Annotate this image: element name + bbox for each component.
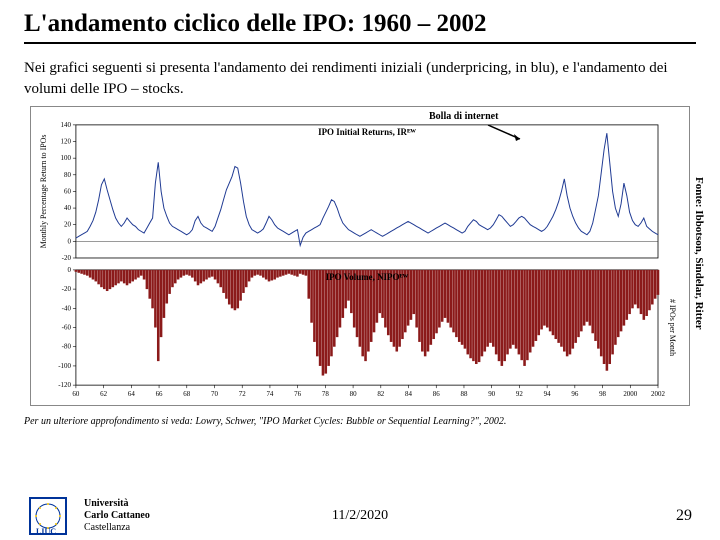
svg-text:-20: -20 [62, 254, 72, 262]
svg-text:-120: -120 [58, 381, 71, 389]
svg-text:82: 82 [377, 390, 384, 398]
footer: LIUC Università Carlo Cattaneo Castellan… [0, 492, 720, 540]
title-divider [24, 42, 696, 44]
svg-text:74: 74 [266, 390, 273, 398]
svg-text:100: 100 [61, 154, 72, 162]
svg-text:80: 80 [64, 171, 71, 179]
svg-text:0: 0 [67, 266, 71, 274]
svg-text:60: 60 [64, 187, 71, 195]
ipo-chart: -20 0 20 40 60 80 100 120 140 IPO Initial Returns… [31, 107, 689, 405]
svg-text:2002: 2002 [651, 390, 665, 398]
svg-text:92: 92 [516, 390, 523, 398]
slide-date: 11/2/2020 [332, 508, 388, 524]
svg-text:88: 88 [461, 390, 468, 398]
svg-text:62: 62 [100, 390, 107, 398]
svg-text:94: 94 [544, 390, 551, 398]
chart-container: Bolla di internet Fonte: Ibbotson, Sinde… [30, 106, 690, 406]
university-logo: LIUC [18, 496, 78, 536]
svg-text:-40: -40 [62, 304, 72, 312]
slide-title: L'andamento ciclico delle IPO: 1960 – 20… [24, 10, 696, 38]
svg-text:120: 120 [61, 138, 72, 146]
svg-text:72: 72 [239, 390, 246, 398]
footnote: Per un ulteriore approfondimento si veda… [24, 416, 696, 427]
uni-line1: Università [84, 498, 128, 509]
svg-text:80: 80 [350, 390, 357, 398]
svg-text:Monthly Percentage Return to I: Monthly Percentage Return to IPOs [39, 135, 48, 249]
svg-text:2000: 2000 [623, 390, 637, 398]
svg-text:IPO Initial Returns, IRᴱᵂ: IPO Initial Returns, IRᴱᵂ [318, 127, 416, 137]
svg-text:-80: -80 [62, 343, 72, 351]
svg-text:IPO Volume, NIPOᴱᵂ: IPO Volume, NIPOᴱᵂ [326, 272, 409, 282]
svg-text:78: 78 [322, 390, 329, 398]
svg-text:66: 66 [156, 390, 163, 398]
page-number: 29 [676, 507, 692, 525]
svg-text:20: 20 [64, 221, 71, 229]
svg-text:-100: -100 [58, 362, 71, 370]
svg-text:76: 76 [294, 390, 301, 398]
svg-text:0: 0 [67, 237, 71, 245]
svg-text:86: 86 [433, 390, 440, 398]
svg-text:96: 96 [571, 390, 578, 398]
svg-text:90: 90 [488, 390, 495, 398]
svg-text:140: 140 [61, 121, 72, 129]
svg-text:-60: -60 [62, 324, 72, 332]
svg-text:LIUC: LIUC [36, 527, 56, 536]
bubble-annotation: Bolla di internet [429, 111, 498, 122]
svg-text:70: 70 [211, 390, 218, 398]
svg-text:98: 98 [599, 390, 606, 398]
svg-text:64: 64 [128, 390, 135, 398]
uni-line2: Carlo Cattaneo [84, 510, 150, 521]
uni-line3: Castellanza [84, 522, 150, 534]
annotation-arrow [486, 123, 526, 143]
svg-text:84: 84 [405, 390, 412, 398]
source-label: Fonte: Ibbotson, Sindelar, Ritter [693, 177, 705, 330]
svg-text:60: 60 [72, 390, 79, 398]
svg-text:40: 40 [64, 204, 71, 212]
university-name: Università Carlo Cattaneo Castellanza [84, 498, 150, 534]
svg-text:68: 68 [183, 390, 190, 398]
svg-text:-20: -20 [62, 285, 72, 293]
intro-text: Nei grafici seguenti si presenta l'andam… [24, 58, 696, 100]
svg-text:# IPOs per Month: # IPOs per Month [668, 299, 677, 356]
